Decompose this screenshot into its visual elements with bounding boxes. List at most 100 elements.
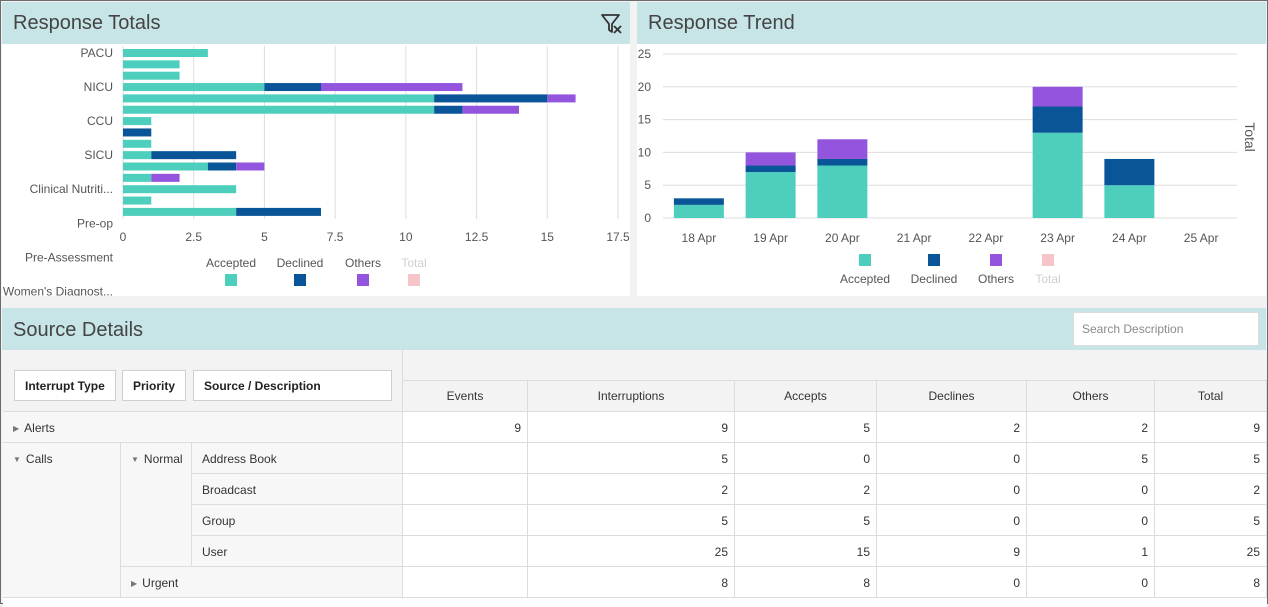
- expand-arrow-icon[interactable]: ▶: [131, 579, 138, 588]
- table-cell: 0: [877, 443, 1027, 474]
- row-normal-label[interactable]: ▼ Normal: [121, 443, 192, 567]
- bar-segment-accepted: [123, 151, 152, 160]
- priority-label: Urgent: [142, 576, 179, 590]
- table-cell: 2: [1027, 412, 1155, 443]
- source-details-grid: Interrupt Type Priority Source / Descrip…: [3, 350, 1267, 607]
- x-tick-label: 17.5: [606, 230, 630, 244]
- column-header-declines[interactable]: Declines: [877, 381, 1027, 412]
- source-details-title: Source Details: [13, 319, 144, 341]
- bar-segment-others: [1032, 86, 1083, 107]
- table-cell: 0: [877, 567, 1027, 598]
- y-tick-label: 20: [638, 80, 652, 94]
- response-trend-panel: Response Trend 0 5 10 15 20 25 18 Apr 19 Apr 20 …: [637, 2, 1266, 296]
- legend-label: Declined: [277, 256, 324, 270]
- legend-label: Declined: [911, 272, 958, 286]
- bar-segment-accepted: [123, 117, 152, 126]
- bar-segment-accepted: [123, 139, 152, 148]
- table-cell: 9: [528, 412, 735, 443]
- collapse-arrow-icon[interactable]: ▼: [13, 455, 21, 464]
- row-alerts-label[interactable]: ▶ Alerts: [3, 412, 403, 443]
- column-header-accepts[interactable]: Accepts: [735, 381, 877, 412]
- table-cell: [403, 474, 528, 505]
- y-category-label: Pre-Assessment: [25, 250, 114, 264]
- search-description-input[interactable]: [1073, 312, 1259, 346]
- table-cell: 5: [528, 505, 735, 536]
- legend-swatch: [225, 274, 237, 286]
- bar-segment-accepted: [1032, 132, 1083, 218]
- group-interrupt-type-button[interactable]: Interrupt Type: [14, 370, 116, 401]
- table-cell: 15: [735, 536, 877, 567]
- bar-segment-accepted: [745, 172, 796, 218]
- table-cell: 5: [1027, 443, 1155, 474]
- table-cell: 9: [877, 536, 1027, 567]
- group-source-description-button[interactable]: Source / Description: [193, 370, 392, 401]
- collapse-arrow-icon[interactable]: ▼: [131, 455, 139, 464]
- legend-label: Others: [345, 256, 381, 270]
- response-totals-chart: 0 2.5 5 7.5 10 12.5 15 17.5 PACU NICU CCU SICU Clini…: [3, 46, 630, 296]
- filter-icon[interactable]: [600, 12, 624, 36]
- x-tick-label: 10: [399, 230, 413, 244]
- table-cell: 0: [877, 505, 1027, 536]
- bar-segment-others: [547, 94, 576, 103]
- row-urgent-label[interactable]: ▶ Urgent: [121, 567, 403, 598]
- y-category-label: Pre-op: [77, 216, 113, 230]
- bar-segment-declined: [264, 83, 321, 92]
- y-tick-label: 25: [638, 47, 652, 61]
- bar-segment-others: [745, 152, 796, 166]
- column-header-total[interactable]: Total: [1155, 381, 1267, 412]
- legend-swatch: [990, 254, 1002, 266]
- x-tick-label: 7.5: [327, 230, 344, 244]
- x-category-label: 18 Apr: [682, 231, 717, 245]
- table-cell: 8: [528, 567, 735, 598]
- table-cell: 5: [735, 505, 877, 536]
- y-tick-label: 15: [638, 113, 652, 127]
- bar-segment-accepted: [123, 94, 435, 103]
- table-cell: [403, 536, 528, 567]
- table-cell: 2: [735, 474, 877, 505]
- table-cell: [403, 505, 528, 536]
- bar-segment-accepted: [123, 162, 208, 171]
- group-priority-button[interactable]: Priority: [122, 370, 187, 401]
- table-cell: 0: [735, 443, 877, 474]
- bar-segment-accepted: [123, 49, 208, 57]
- legend-swatch: [928, 254, 940, 266]
- y-tick-label: 5: [644, 178, 651, 192]
- interrupt-type-label: Calls: [25, 452, 53, 466]
- y-category-label: NICU: [84, 80, 113, 94]
- source-description-label: User: [192, 536, 403, 567]
- grid-header-top: [403, 350, 1267, 381]
- bar-segment-accepted: [817, 165, 868, 218]
- bar-segment-others: [462, 105, 519, 114]
- legend-swatch: [294, 274, 306, 286]
- table-cell: 8: [735, 567, 877, 598]
- bar-segment-declined: [123, 128, 152, 137]
- table-cell: 2: [1155, 474, 1267, 505]
- bar-segment-accepted: [123, 196, 152, 205]
- bar-segment-declined: [1104, 158, 1155, 186]
- bar-segment-accepted: [123, 105, 435, 114]
- legend-swatch: [859, 254, 871, 266]
- legend-label: Others: [978, 272, 1014, 286]
- bar-segment-accepted: [1104, 185, 1155, 218]
- table-cell: 9: [1155, 412, 1267, 443]
- table-cell: 5: [735, 412, 877, 443]
- legend-swatch: [357, 274, 369, 286]
- y-tick-label: 0: [644, 211, 651, 225]
- row-calls-label[interactable]: ▼ Calls: [3, 443, 121, 598]
- expand-arrow-icon[interactable]: ▶: [13, 424, 20, 433]
- bar-segment-declined: [207, 162, 237, 171]
- y-category-label: CCU: [87, 114, 113, 128]
- table-cell: 9: [403, 412, 528, 443]
- bar-segment-others: [236, 162, 265, 171]
- interrupt-type-label: Alerts: [24, 421, 55, 435]
- bar-segment-declined: [236, 207, 321, 216]
- column-header-others[interactable]: Others: [1027, 381, 1155, 412]
- column-header-interruptions[interactable]: Interruptions: [528, 381, 735, 412]
- legend-label: Accepted: [840, 272, 890, 286]
- legend-label: Total: [401, 256, 426, 270]
- x-tick-label: 15: [541, 230, 555, 244]
- bar-segment-declined: [745, 165, 796, 173]
- bar-segment-accepted: [673, 204, 724, 218]
- column-header-events[interactable]: Events: [403, 381, 528, 412]
